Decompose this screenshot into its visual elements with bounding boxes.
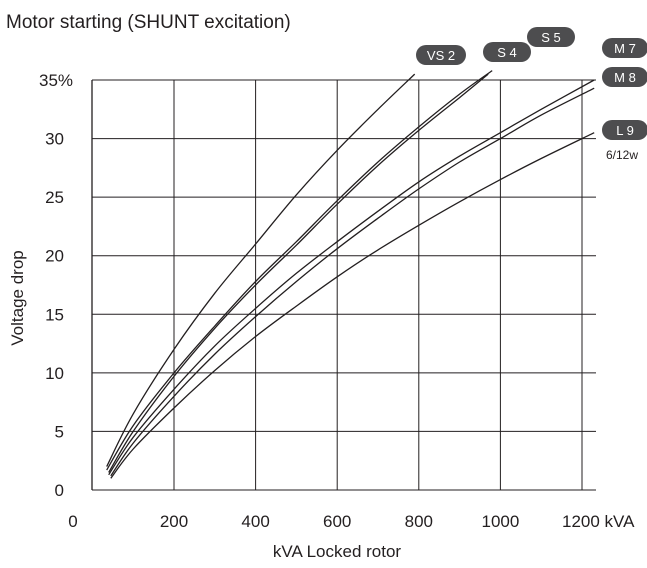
badge-m8: M 8 <box>602 67 647 87</box>
x-tick-0: 0 <box>68 512 77 531</box>
y-tick-5: 5 <box>55 422 64 441</box>
chart-title: Motor starting (SHUNT excitation) <box>6 12 291 33</box>
badge-label-m7: M 7 <box>614 41 636 56</box>
badge-s4: S 4 <box>483 42 531 62</box>
annotation-note: 6/12w <box>606 148 638 162</box>
series-line-s4 <box>106 70 493 471</box>
series-badges: VS 2 S 4 S 5 M 7 M 8 L 9 <box>416 27 647 140</box>
x-tick-1000: 1000 <box>481 512 519 531</box>
series-line-m8 <box>110 87 595 477</box>
badge-vs2: VS 2 <box>416 45 466 65</box>
badge-label-s4: S 4 <box>497 45 517 60</box>
y-tick-0: 0 <box>55 481 64 500</box>
series-line-s5 <box>108 73 489 473</box>
y-tick-20: 20 <box>45 247 64 266</box>
series-line-m7 <box>108 79 595 476</box>
y-axis-label: Voltage drop <box>8 250 27 345</box>
badge-pill-m8 <box>602 67 647 87</box>
badge-label-vs2: VS 2 <box>427 48 455 63</box>
series-curves <box>106 70 595 479</box>
badge-label-m8: M 8 <box>614 70 636 85</box>
x-axis-label: kVA Locked rotor <box>273 542 402 561</box>
y-tick-15: 15 <box>45 305 64 324</box>
y-tick-10: 10 <box>45 364 64 383</box>
badge-m7: M 7 <box>602 38 647 58</box>
badge-pill-s5 <box>527 27 575 47</box>
badge-label-l9: L 9 <box>616 123 634 138</box>
badge-pill-s4 <box>483 42 531 62</box>
x-tick-1200: 1200 kVA <box>562 512 635 531</box>
series-line-l9 <box>110 132 595 479</box>
x-tick-labels: 0 200 400 600 800 1000 1200 kVA <box>68 512 635 531</box>
series-line-vs2 <box>106 73 416 467</box>
x-tick-400: 400 <box>241 512 269 531</box>
badge-pill-l9 <box>602 120 647 140</box>
y-tick-labels: 0 5 10 15 20 25 30 35% <box>39 71 73 500</box>
badge-s5: S 5 <box>527 27 575 47</box>
x-tick-800: 800 <box>405 512 433 531</box>
x-tick-600: 600 <box>323 512 351 531</box>
badge-pill-m7 <box>602 38 647 58</box>
x-tick-200: 200 <box>160 512 188 531</box>
badge-pill-vs2 <box>416 45 466 65</box>
grid <box>91 79 596 491</box>
y-tick-35: 35% <box>39 71 73 90</box>
y-tick-25: 25 <box>45 188 64 207</box>
y-tick-30: 30 <box>45 130 64 149</box>
badge-label-s5: S 5 <box>541 30 561 45</box>
badge-l9: L 9 <box>602 120 647 140</box>
